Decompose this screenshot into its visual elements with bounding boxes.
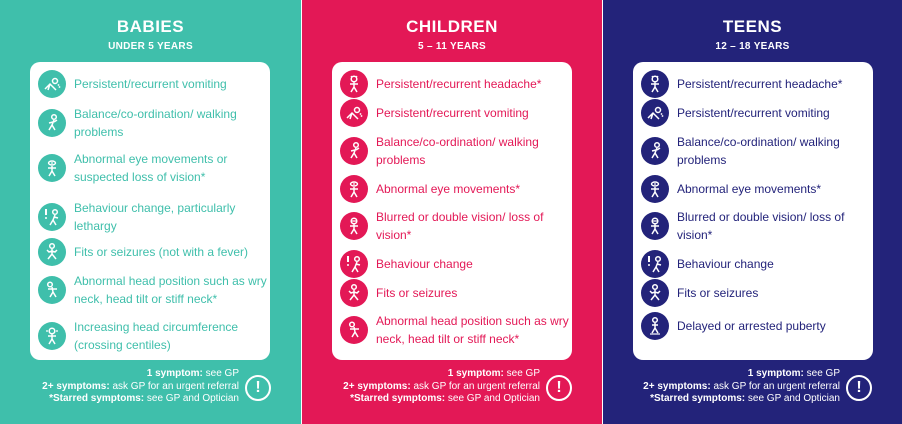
symptom-item: Fits or seizures <box>641 279 873 307</box>
symptom-label: Fits or seizures <box>376 286 458 300</box>
symptom-item: Blurred or double vision/ loss of vision… <box>340 208 572 244</box>
panel-title: BABIES <box>116 17 185 36</box>
symptom-item: Fits or seizures <box>340 279 572 307</box>
panel-subtitle: 12 – 18 YEARS <box>715 41 790 52</box>
symptom-card: Persistent/recurrent headache* Persisten… <box>332 62 572 360</box>
vomiting-icon <box>38 70 66 98</box>
symptom-label: Behaviour change <box>376 257 473 271</box>
symptom-label: Abnormal head position such as wry neck,… <box>74 274 267 306</box>
panel-teens: TEENS 12 – 18 YEARS Persistent/recurrent… <box>603 0 902 424</box>
symptom-item: Behaviour change <box>641 250 873 278</box>
balance-icon <box>38 109 66 137</box>
symptom-item: Persistent/recurrent headache* <box>340 70 572 98</box>
headache-icon <box>340 70 368 98</box>
panel-subtitle: UNDER 5 YEARS <box>108 41 193 52</box>
symptom-label: Delayed or arrested puberty <box>677 319 826 333</box>
symptom-label: Abnormal eye movements* <box>376 182 521 196</box>
blurred-vision-icon <box>340 212 368 240</box>
puberty-icon <box>641 312 669 340</box>
symptom-item: Abnormal head position such as wry neck,… <box>340 312 572 348</box>
guidance-footer: 1 symptom: see GP 2+ symptoms: ask GP fo… <box>42 368 239 404</box>
symptom-label: Behaviour change <box>677 257 774 271</box>
eye-movement-icon <box>340 175 368 203</box>
seizure-icon <box>641 279 669 307</box>
symptom-label: Balance/co-ordination/ walking problems <box>677 135 840 167</box>
headache-icon <box>641 70 669 98</box>
symptom-label: Persistent/recurrent vomiting <box>74 77 227 91</box>
guidance-footer: 1 symptom: see GP 2+ symptoms: ask GP fo… <box>343 368 540 404</box>
symptom-card: Persistent/recurrent headache* Persisten… <box>633 62 873 360</box>
symptom-card: Persistent/recurrent vomiting Balance/co… <box>30 62 270 360</box>
symptom-item: Abnormal head position such as wry neck,… <box>38 272 270 308</box>
symptom-label: Behaviour change, particularly lethargy <box>74 201 236 233</box>
eye-movement-icon <box>38 154 66 182</box>
symptom-item: Balance/co-ordination/ walking problems <box>641 133 873 169</box>
symptom-label: Blurred or double vision/ loss of vision… <box>677 210 845 242</box>
symptom-item: Blurred or double vision/ loss of vision… <box>641 208 873 244</box>
symptom-label: Abnormal eye movements* <box>677 182 822 196</box>
symptom-item: Persistent/recurrent headache* <box>641 70 873 98</box>
vomiting-icon <box>340 99 368 127</box>
panel-subtitle: 5 – 11 YEARS <box>418 41 486 52</box>
head-tilt-icon <box>340 316 368 344</box>
seizure-icon <box>340 279 368 307</box>
guidance-footer: 1 symptom: see GP 2+ symptoms: ask GP fo… <box>643 368 840 404</box>
symptom-item: Fits or seizures (not with a fever) <box>38 238 270 266</box>
symptom-item: Balance/co-ordination/ walking problems <box>38 105 270 141</box>
blurred-vision-icon <box>641 212 669 240</box>
symptom-label: Balance/co-ordination/ walking problems <box>376 135 539 167</box>
symptom-label: Balance/co-ordination/ walking problems <box>74 107 237 139</box>
symptom-label: Fits or seizures (not with a fever) <box>74 245 249 259</box>
symptom-item: Behaviour change <box>340 250 572 278</box>
behaviour-icon <box>641 250 669 278</box>
symptom-item: Balance/co-ordination/ walking problems <box>340 133 572 169</box>
symptom-label: Abnormal head position such as wry neck,… <box>376 314 569 346</box>
symptom-label: Abnormal eye movements or suspected loss… <box>74 152 228 184</box>
vomiting-icon <box>641 99 669 127</box>
balance-icon <box>641 137 669 165</box>
seizure-icon <box>38 238 66 266</box>
panel-title: TEENS <box>722 17 783 36</box>
alert-icon: ! <box>546 375 572 401</box>
symptom-item: Abnormal eye movements* <box>641 175 873 203</box>
symptom-item: Abnormal eye movements or suspected loss… <box>38 150 270 186</box>
behaviour-icon <box>340 250 368 278</box>
symptom-item: Persistent/recurrent vomiting <box>38 70 270 98</box>
head-tilt-icon <box>38 276 66 304</box>
symptom-label: Blurred or double vision/ loss of vision… <box>376 210 544 242</box>
behaviour-icon <box>38 203 66 231</box>
symptom-item: Abnormal eye movements* <box>340 175 572 203</box>
symptom-label: Fits or seizures <box>677 286 759 300</box>
symptom-label: Persistent/recurrent headache* <box>677 77 843 91</box>
panel-title: CHILDREN <box>406 17 498 36</box>
balance-icon <box>340 137 368 165</box>
alert-icon: ! <box>245 375 271 401</box>
symptom-item: Increasing head circumference (crossing … <box>38 318 270 354</box>
symptom-label: Increasing head circumference (crossing … <box>74 320 239 352</box>
symptom-item: Persistent/recurrent vomiting <box>641 99 873 127</box>
symptom-label: Persistent/recurrent vomiting <box>677 106 830 120</box>
symptom-item: Persistent/recurrent vomiting <box>340 99 572 127</box>
symptom-label: Persistent/recurrent headache* <box>376 77 542 91</box>
panel-babies: BABIES UNDER 5 YEARS Persistent/recurren… <box>0 0 301 424</box>
head-circumference-icon <box>38 322 66 350</box>
symptom-label: Persistent/recurrent vomiting <box>376 106 529 120</box>
eye-movement-icon <box>641 175 669 203</box>
alert-icon: ! <box>846 375 872 401</box>
symptom-item: Behaviour change, particularly lethargy <box>38 199 270 235</box>
panel-children: CHILDREN 5 – 11 YEARS Persistent/recurre… <box>302 0 602 424</box>
symptom-item: Delayed or arrested puberty <box>641 312 873 340</box>
